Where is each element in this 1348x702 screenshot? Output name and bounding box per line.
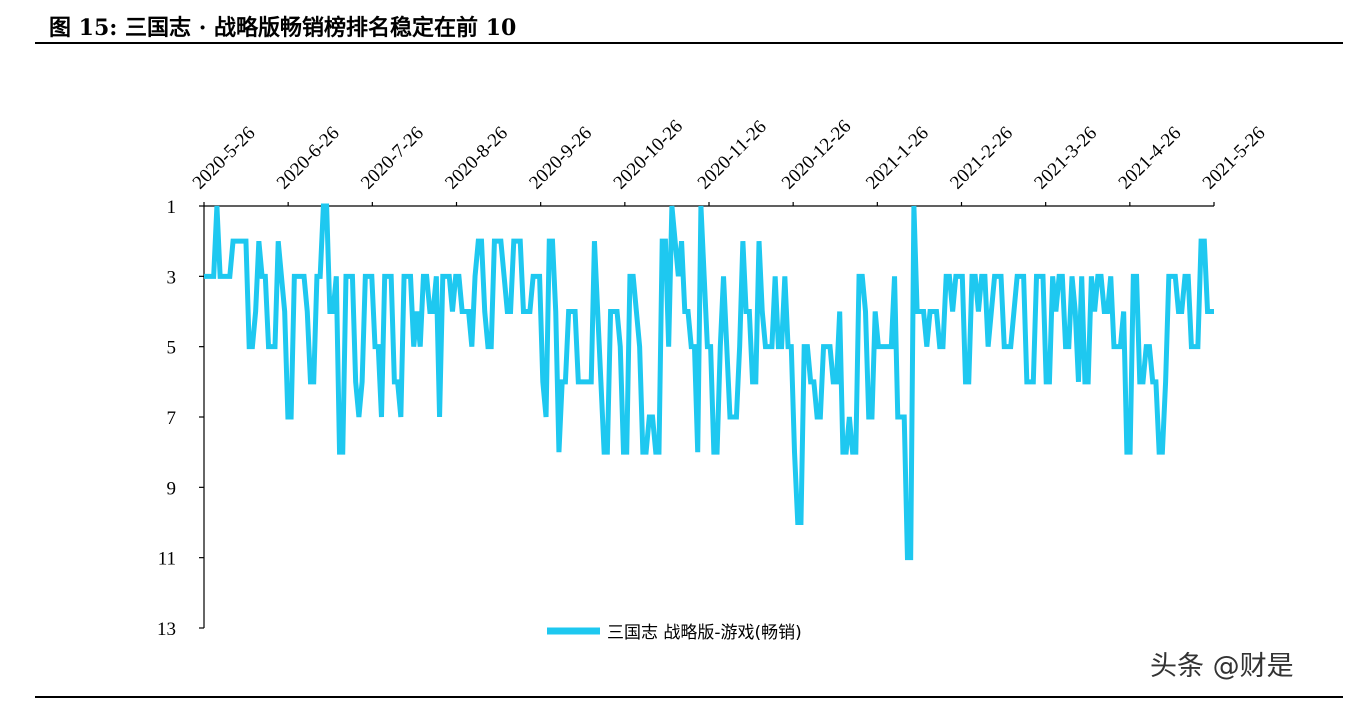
x-tick-label: 2021-5-26 (1199, 123, 1270, 194)
x-tick-label: 2021-2-26 (946, 123, 1017, 194)
y-tick-label: 13 (157, 619, 176, 640)
x-tick-label: 2021-1-26 (862, 123, 933, 194)
x-tick-label: 2020-6-26 (273, 123, 344, 194)
x-tick-label: 2020-7-26 (357, 123, 428, 194)
x-tick-label: 2020-9-26 (525, 123, 596, 194)
y-tick-label: 5 (167, 338, 177, 359)
bottom-rule (35, 696, 1343, 698)
y-tick-label: 3 (167, 267, 177, 288)
legend: 三国志 战略版-游戏(畅销) (547, 623, 802, 643)
y-tick-label: 7 (167, 408, 177, 429)
y-tick-label: 9 (167, 478, 177, 499)
x-tick-label: 2020-12-26 (778, 116, 856, 194)
title-rule (35, 42, 1343, 44)
watermark: 头条 @财是 (1150, 651, 1294, 682)
y-tick-label: 1 (167, 197, 177, 218)
data-layer (204, 203, 1214, 561)
legend-label: 三国志 战略版-游戏(畅销) (607, 623, 802, 643)
y-tick-label: 11 (158, 549, 176, 570)
series-line (204, 203, 1214, 561)
x-tick-label: 2021-3-26 (1030, 123, 1101, 194)
x-tick-label: 2020-11-26 (694, 116, 771, 193)
x-tick-label: 2021-4-26 (1115, 123, 1186, 194)
figure-title: 图 15: 三国志 · 战略版畅销榜排名稳定在前 10 (49, 15, 517, 41)
x-tick-label: 2020-5-26 (189, 123, 260, 194)
x-tick-label: 2020-8-26 (441, 123, 512, 194)
x-tick-label: 2020-10-26 (610, 116, 688, 194)
